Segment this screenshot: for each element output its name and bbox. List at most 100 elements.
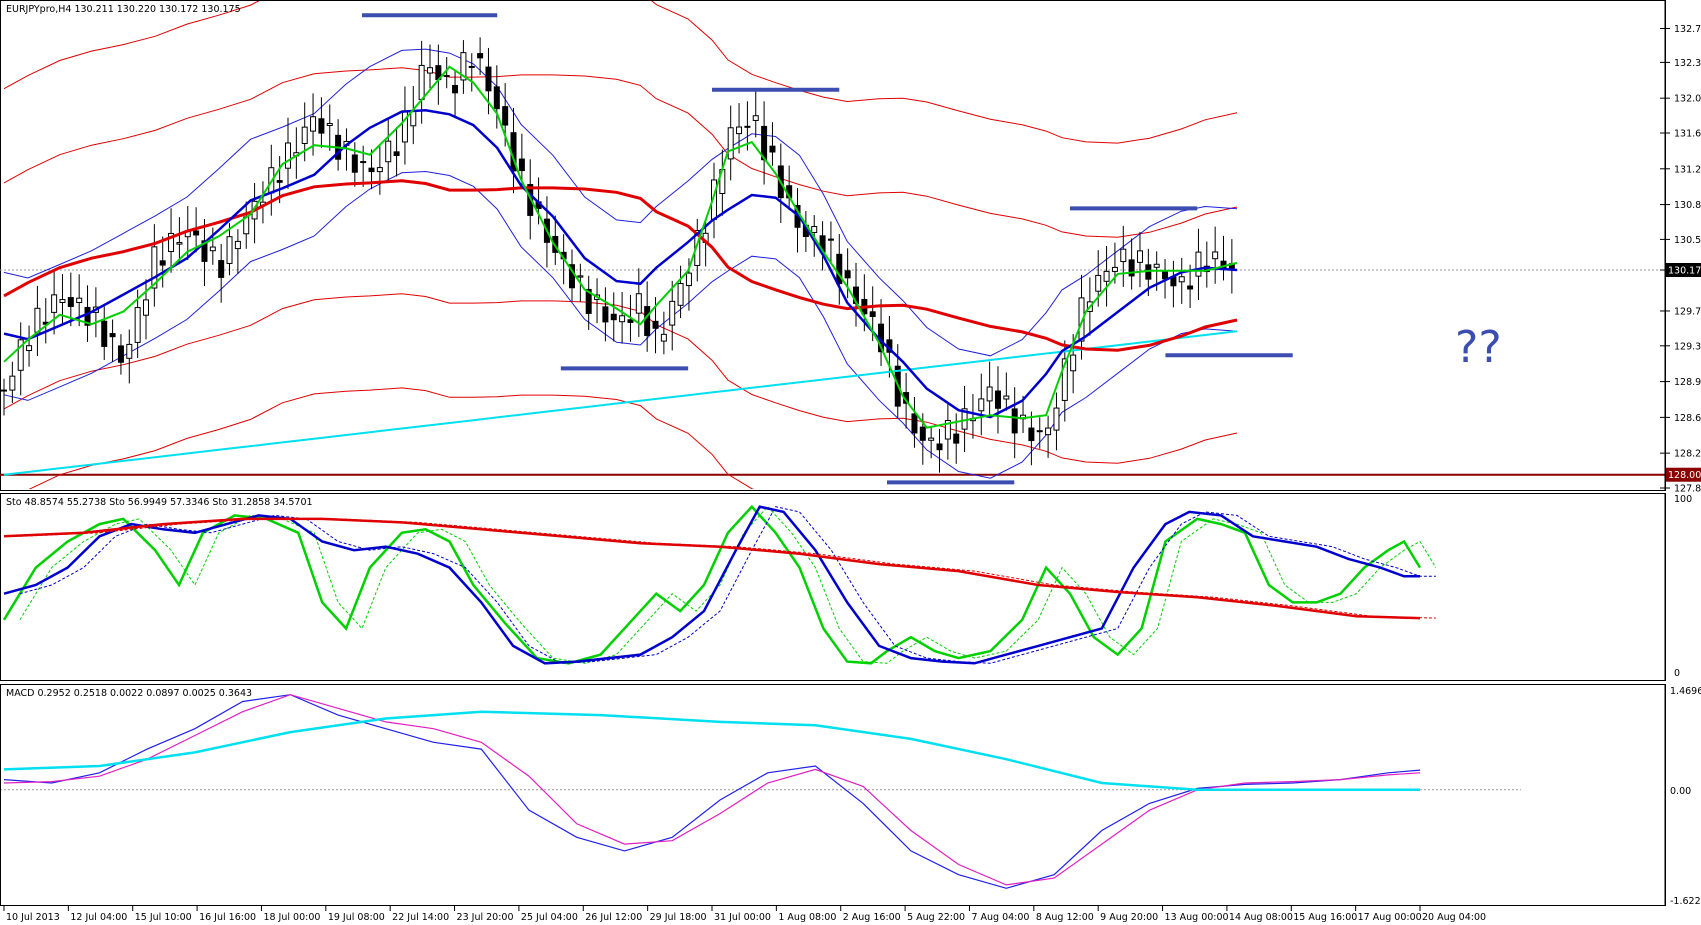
candle-body bbox=[351, 154, 358, 173]
candle-body bbox=[376, 167, 383, 173]
time-tick-label: 13 Aug 00:00 bbox=[1165, 912, 1229, 923]
time-tick-label: 23 Jul 20:00 bbox=[457, 912, 514, 923]
stochastic-fast-line bbox=[2, 504, 1422, 665]
price-plot-area bbox=[1, 1, 1238, 489]
candle-body bbox=[635, 293, 642, 314]
candle-body bbox=[1162, 271, 1169, 280]
candle-body bbox=[109, 333, 116, 338]
candle-body bbox=[685, 272, 692, 287]
candle-body bbox=[393, 151, 400, 157]
time-tick-label: 9 Aug 20:00 bbox=[1100, 912, 1158, 923]
candle-body bbox=[518, 158, 525, 172]
candle-body bbox=[318, 118, 325, 134]
candle-body bbox=[1178, 276, 1185, 283]
candle-body bbox=[1128, 259, 1135, 277]
time-tick-label: 19 Jul 08:00 bbox=[328, 912, 385, 923]
macd-panel-frame bbox=[0, 684, 1666, 906]
stochastic-tick-label: 100 bbox=[1674, 494, 1692, 505]
candle-body bbox=[911, 413, 918, 434]
macd-panel-header: MACD 0.2952 0.2518 0.0022 0.0897 0.0025 … bbox=[6, 688, 252, 699]
candle-body bbox=[51, 294, 58, 313]
candle-body bbox=[944, 420, 951, 440]
macd-tick-label: -1.6228 bbox=[1670, 896, 1701, 907]
price-y-axis: 132.740 132.380 132.000 131.630 131.250 130.8… bbox=[1660, 0, 1701, 495]
candle-body bbox=[218, 260, 225, 278]
stochastic-y-axis: 100 0 bbox=[1664, 493, 1692, 681]
candle-body bbox=[1136, 250, 1143, 263]
stochastic-panel[interactable] bbox=[2, 504, 1437, 665]
time-tick-label: 15 Aug 16:00 bbox=[1293, 912, 1357, 923]
price-tick-label: 128.990 bbox=[1674, 377, 1701, 388]
candle-body bbox=[477, 53, 484, 59]
candle-body bbox=[1045, 427, 1052, 436]
candle-body bbox=[744, 125, 751, 128]
candle-body bbox=[869, 311, 876, 318]
price-tick-label: 129.740 bbox=[1674, 306, 1701, 317]
candle-body bbox=[67, 297, 74, 307]
price-panel-frame bbox=[0, 0, 1666, 491]
price-tick-label: 128.610 bbox=[1674, 413, 1701, 424]
candle-body bbox=[694, 230, 701, 266]
candle-body bbox=[677, 283, 684, 306]
support-price-label: 128.001 bbox=[1668, 470, 1701, 481]
price-tick-label: 127.860 bbox=[1674, 484, 1701, 495]
candle-body bbox=[936, 443, 943, 451]
time-tick-label: 2 Aug 16:00 bbox=[843, 912, 901, 923]
candle-body bbox=[1, 389, 7, 392]
price-panel[interactable] bbox=[0, 0, 1665, 557]
candle-body bbox=[226, 236, 233, 264]
red-moving-average bbox=[3, 179, 1238, 352]
candle-body bbox=[493, 86, 500, 110]
candle-body bbox=[234, 240, 241, 250]
time-tick-label: 15 Jul 10:00 bbox=[135, 912, 192, 923]
candle-body bbox=[443, 75, 450, 78]
candle-body bbox=[811, 226, 818, 234]
candle-body bbox=[652, 320, 659, 329]
candle-body bbox=[1061, 358, 1068, 401]
macd-tick-label: 1.4696 bbox=[1670, 686, 1701, 697]
candle-body bbox=[1153, 263, 1160, 268]
time-tick-label: 18 Jul 00:00 bbox=[263, 912, 320, 923]
candle-body bbox=[1212, 251, 1219, 260]
time-tick-label: 8 Aug 12:00 bbox=[1036, 912, 1094, 923]
price-tick-label: 130.500 bbox=[1674, 235, 1701, 246]
candle-body bbox=[610, 313, 617, 321]
candle-body bbox=[410, 110, 417, 127]
time-tick-label: 7 Aug 04:00 bbox=[971, 912, 1029, 923]
candle-body bbox=[151, 246, 158, 289]
macd-tick-label: 0.00 bbox=[1670, 786, 1691, 797]
candle-body bbox=[26, 345, 33, 352]
stochastic-panel-header: Sto 48.8574 55.2738 Sto 56.9949 57.3346 … bbox=[6, 497, 313, 508]
outer-band-lower bbox=[28, 387, 755, 489]
candle-body bbox=[159, 260, 166, 266]
inner-band-lower bbox=[3, 170, 1238, 479]
candle-body bbox=[660, 333, 667, 342]
candle-body bbox=[644, 306, 651, 336]
candle-body bbox=[301, 126, 308, 144]
candle-body bbox=[418, 64, 425, 100]
blue-moving-average bbox=[3, 109, 1238, 419]
price-tick-label: 131.250 bbox=[1674, 164, 1701, 175]
time-tick-label: 26 Jul 12:00 bbox=[585, 912, 642, 923]
time-tick-label: 31 Jul 00:00 bbox=[714, 912, 771, 923]
candle-body bbox=[502, 106, 509, 126]
time-tick-label: 12 Jul 04:00 bbox=[70, 912, 127, 923]
macd-blue-line bbox=[3, 694, 1421, 889]
candle-body bbox=[426, 67, 433, 74]
price-tick-label: 130.870 bbox=[1674, 200, 1701, 211]
candle-body bbox=[986, 386, 993, 402]
price-tick-label: 132.380 bbox=[1674, 58, 1701, 69]
candle-body bbox=[1120, 248, 1127, 263]
candle-body bbox=[193, 230, 200, 236]
candle-body bbox=[460, 52, 467, 81]
candle-body bbox=[326, 122, 333, 126]
current-price-box bbox=[1666, 263, 1701, 278]
candle-body bbox=[126, 343, 133, 359]
candle-body bbox=[1036, 430, 1043, 433]
candle-body bbox=[619, 315, 626, 323]
candle-body bbox=[1003, 395, 1010, 400]
macd-panel[interactable] bbox=[0, 694, 1665, 889]
candle-body bbox=[201, 240, 208, 262]
candle-body bbox=[385, 140, 392, 163]
